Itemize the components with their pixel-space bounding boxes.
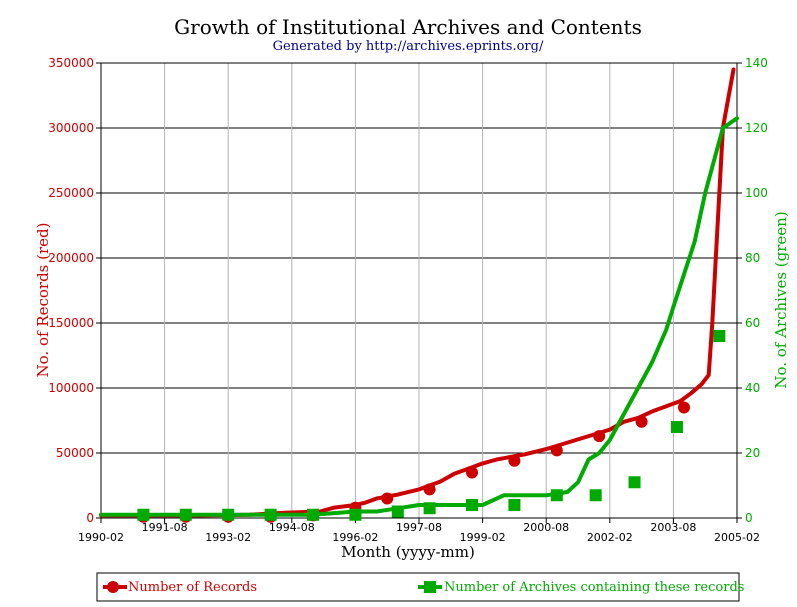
archives-point	[349, 508, 362, 521]
x-tick-label: 2005-02	[714, 531, 760, 544]
archives-series-line	[99, 116, 739, 517]
x-axis-ticks: 1990-02 1991-08 1993-02 1994-08 1996-02 1997-…	[78, 518, 760, 544]
archives-point	[391, 505, 404, 518]
y-right-tick-label: 140	[745, 56, 768, 70]
archives-point	[589, 489, 602, 502]
archives-point	[713, 330, 726, 342]
y-right-tick-label: 120	[745, 121, 768, 135]
records-point	[423, 483, 436, 496]
archives-point	[466, 499, 478, 511]
legend-archives-marker	[424, 581, 436, 593]
archives-point	[307, 508, 319, 521]
y-left-axis-ticks: 0 50000 100000 150000 200000 250000 300000 3500…	[48, 56, 101, 525]
x-tick-label: 1993-02	[205, 531, 251, 544]
archives-point	[628, 476, 641, 489]
y-right-tick-label: 20	[745, 446, 760, 460]
y-left-tick-label: 300000	[48, 121, 94, 135]
series-layer	[99, 67, 739, 523]
records-series-line	[99, 67, 736, 518]
y-right-tick-label: 40	[745, 381, 760, 395]
x-tick-label: 1994-08	[269, 521, 315, 534]
legend-archives-label: Number of Archives containing these reco…	[444, 580, 744, 595]
y-right-axis-ticks: 0 20 40 60 80 100 120 140	[737, 56, 768, 525]
x-tick-label: 1990-02	[78, 531, 124, 544]
archives-point	[508, 499, 521, 511]
legend-records-marker	[107, 581, 119, 593]
records-point	[381, 492, 394, 505]
y-left-tick-label: 250000	[48, 186, 94, 200]
x-tick-label: 2000-08	[523, 521, 569, 534]
archives-point	[137, 508, 150, 521]
chart-title: Growth of Institutional Archives and Con…	[174, 15, 642, 39]
records-point	[593, 430, 606, 443]
archives-point	[222, 508, 235, 521]
x-tick-label: 1991-08	[142, 521, 188, 534]
legend-records-label: Number of Records	[128, 580, 257, 595]
archives-point	[550, 489, 563, 502]
x-tick-label: 2003-08	[650, 521, 696, 534]
y-left-tick-label: 150000	[48, 316, 94, 330]
records-point	[678, 401, 690, 414]
y-right-axis-label: No. of Archives (green)	[772, 211, 790, 388]
x-axis-label: Month (yyyy-mm)	[341, 543, 475, 561]
x-tick-label: 1999-02	[460, 531, 506, 544]
x-tick-label: 1997-08	[396, 521, 442, 534]
y-right-tick-label: 80	[745, 251, 760, 265]
y-left-axis-label: No. of Records (red)	[34, 223, 52, 378]
y-left-tick-label: 100000	[48, 381, 94, 395]
y-left-tick-label: 350000	[48, 56, 94, 70]
y-left-tick-label: 200000	[48, 251, 94, 265]
x-tick-label: 2002-02	[587, 531, 633, 544]
records-point	[508, 454, 521, 467]
records-point	[466, 466, 478, 479]
records-point	[635, 415, 648, 428]
y-right-tick-label: 60	[745, 316, 760, 330]
y-left-tick-label: 0	[86, 511, 94, 525]
x-tick-label: 1996-02	[332, 531, 378, 544]
y-right-tick-label: 0	[745, 511, 753, 525]
records-point	[550, 444, 563, 457]
chart-subtitle: Generated by http://archives.eprints.org…	[273, 39, 544, 54]
legend: Number of Records Number of Archives con…	[96, 572, 744, 602]
archives-point	[423, 502, 436, 515]
y-left-tick-label: 50000	[56, 446, 94, 460]
y-right-tick-label: 100	[745, 186, 768, 200]
archives-point	[670, 421, 683, 433]
archives-point	[179, 508, 192, 521]
archives-point	[264, 508, 277, 521]
